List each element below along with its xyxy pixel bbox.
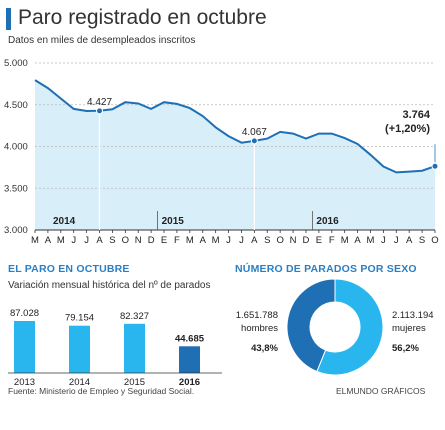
men-count-label: 1.651.788 — [236, 310, 278, 321]
x-tick-label: A — [406, 235, 413, 246]
y-tick-label: 3.000 — [4, 225, 28, 236]
right-section-title: NÚMERO DE PARADOS POR SEXO — [235, 263, 417, 275]
annotation-label: 4.427 — [87, 97, 112, 108]
x-tick-label: M — [31, 235, 39, 246]
bar — [14, 321, 35, 373]
x-tick-label: J — [226, 235, 231, 246]
bar — [69, 325, 90, 373]
x-tick-label: S — [109, 235, 115, 246]
x-tick-label: O — [276, 235, 283, 246]
x-tick-label: N — [290, 235, 297, 246]
bar — [179, 346, 200, 373]
x-tick-label: A — [96, 235, 103, 246]
annotation-label: 4.067 — [242, 127, 267, 138]
women-percent-label: 56,2% — [392, 343, 419, 354]
x-tick-label: N — [135, 235, 142, 246]
annotation-point — [96, 107, 104, 115]
donut-slice — [316, 278, 384, 376]
year-label: 2016 — [316, 216, 339, 227]
x-tick-label: M — [186, 235, 194, 246]
x-tick-label: D — [148, 235, 155, 246]
x-tick-label: A — [200, 235, 207, 246]
x-tick-label: D — [303, 235, 310, 246]
y-tick-label: 4.000 — [4, 142, 28, 153]
y-tick-label: 3.500 — [4, 183, 28, 194]
bar-value-label: 87.028 — [10, 308, 39, 319]
x-tick-label: A — [354, 235, 361, 246]
bar-value-label: 82.327 — [120, 311, 149, 322]
x-tick-label: J — [381, 235, 386, 246]
source-note: Fuente: Ministerio de Empleo y Seguridad… — [8, 386, 195, 396]
x-tick-label: O — [431, 235, 438, 246]
annotation-point — [431, 162, 439, 170]
men-percent-label: 43,8% — [251, 343, 278, 354]
left-section-subtitle: Variación mensual histórica del nº de pa… — [8, 280, 211, 291]
women-series-label: mujeres — [392, 323, 426, 334]
men-series-label: hombres — [241, 323, 278, 334]
x-tick-label: F — [329, 235, 335, 246]
credit: ELMUNDO GRÁFICOS — [336, 386, 426, 396]
x-tick-label: J — [239, 235, 244, 246]
annotation-change-label: (+1,20%) — [385, 123, 430, 135]
annotation-label: 3.764 — [402, 109, 430, 121]
annotation-point — [250, 137, 258, 145]
page-subtitle: Datos en miles de desempleados inscritos — [8, 35, 196, 46]
unemployment-line-chart: 5.000 4.500 4.000 3.500 3.000 2014 2015 2016 4.4… — [4, 58, 439, 246]
x-tick-label: A — [251, 235, 258, 246]
year-label: 2015 — [162, 216, 185, 227]
y-tick-label: 4.500 — [4, 100, 28, 111]
x-tick-label: M — [367, 235, 375, 246]
x-tick-label: E — [316, 235, 322, 246]
x-tick-label: O — [122, 235, 129, 246]
x-tick-label: M — [341, 235, 349, 246]
bar — [124, 323, 145, 373]
title-accent-bar — [6, 8, 11, 30]
x-tick-label: J — [84, 235, 89, 246]
x-tick-label: E — [161, 235, 167, 246]
x-tick-label: A — [45, 235, 52, 246]
x-tick-label: S — [419, 235, 425, 246]
x-tick-label: S — [264, 235, 270, 246]
x-tick-label: J — [394, 235, 399, 246]
left-section-title: EL PARO EN OCTUBRE — [8, 263, 130, 275]
year-label: 2014 — [53, 216, 76, 227]
donut-slice — [286, 278, 336, 373]
bar-value-label: 79.154 — [65, 313, 94, 324]
y-tick-label: 5.000 — [4, 58, 28, 69]
x-tick-label: M — [212, 235, 220, 246]
x-tick-label: J — [71, 235, 76, 246]
x-tick-label: M — [57, 235, 65, 246]
page-title: Paro registrado en octubre — [18, 6, 267, 29]
area-fill — [35, 80, 435, 230]
bar-value-label: 44.685 — [175, 333, 205, 344]
women-count-label: 2.113.194 — [392, 310, 434, 321]
x-tick-label: F — [174, 235, 180, 246]
